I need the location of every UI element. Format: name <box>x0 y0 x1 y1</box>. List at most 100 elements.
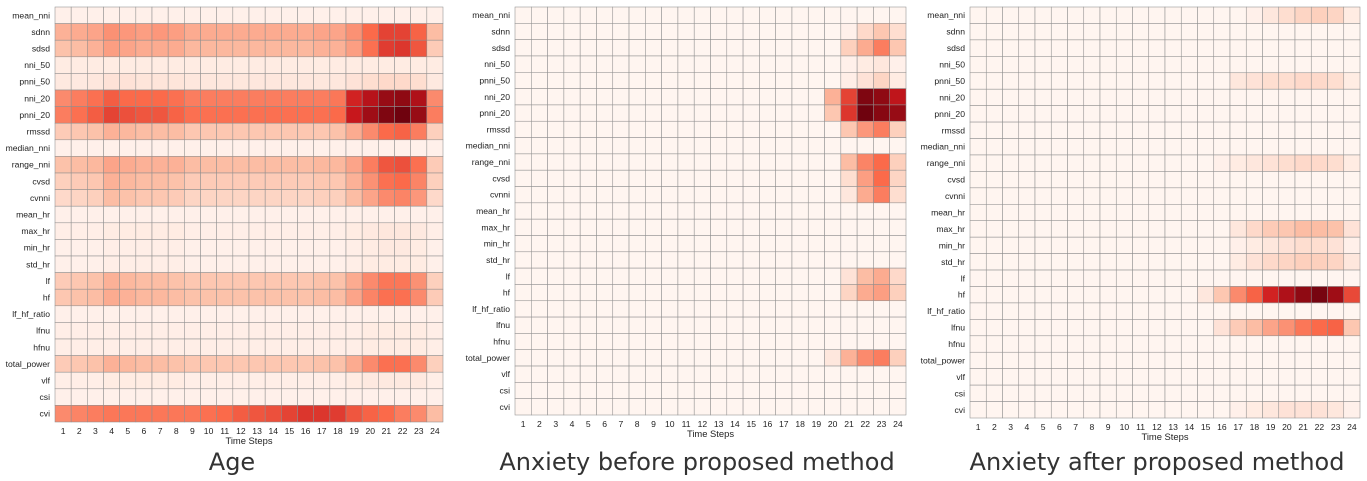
x-tick-label: 5 <box>125 426 130 436</box>
heatmap-cell-min_hr-t7 <box>612 235 630 253</box>
x-tick-label: 5 <box>1041 422 1046 432</box>
heatmap-cell-lf-t22 <box>1310 269 1328 287</box>
heatmap-cell-sdsd-t19 <box>345 39 363 58</box>
heatmap-cell-pnni_50-t8 <box>628 72 646 89</box>
heatmap-cell-range_nni-t15 <box>1197 154 1215 172</box>
heatmap-cell-cvnni-t4 <box>563 186 581 204</box>
heatmap-cell-max_hr-t10 <box>661 218 679 236</box>
heatmap-cell-lf-t19 <box>807 267 825 285</box>
heatmap-cell-csi-t23 <box>873 382 890 399</box>
heatmap-cell-total_power-t17 <box>313 355 331 373</box>
heatmap-cell-lf-t9 <box>645 267 662 285</box>
heatmap-cell-mean_hr-t18 <box>791 202 809 220</box>
heatmap-cell-vlf-t21 <box>378 371 395 390</box>
heatmap-cell-mean_nni-t22 <box>394 6 411 24</box>
heatmap-cell-sdsd-t6 <box>135 39 153 58</box>
heatmap-cell-rmssd-t1 <box>54 122 72 141</box>
heatmap-cell-rmssd-t24 <box>1343 121 1361 139</box>
x-tick-label: 12 <box>236 426 246 436</box>
heatmap-cell-range_nni-t21 <box>840 153 858 171</box>
heatmap-cell-min_hr-t7 <box>151 239 169 257</box>
heatmap-cell-nni_20-t13 <box>1164 88 1182 106</box>
heatmap-cell-lf_hf_ratio-t22 <box>856 300 874 318</box>
heatmap-cell-sdnn-t24 <box>1343 23 1361 41</box>
heatmap-cell-vlf-t3 <box>87 371 104 390</box>
heatmap-cell-hf-t13 <box>710 284 728 302</box>
heatmap-cell-cvnni-t15 <box>281 189 298 207</box>
heatmap-cell-hfnu-t16 <box>297 338 314 356</box>
heatmap-cell-pnni_20-t15 <box>742 104 760 122</box>
heatmap-cell-max_hr-t4 <box>563 218 581 236</box>
heatmap-cell-std_hr-t21 <box>840 251 858 269</box>
heatmap-cell-mean_hr-t22 <box>856 202 874 220</box>
heatmap-cell-csi-t20 <box>361 388 379 406</box>
heatmap-cell-csi-t22 <box>394 388 411 406</box>
heatmap-cell-lfnu-t4 <box>563 316 581 334</box>
y-tick-label: lfnu <box>951 323 965 333</box>
heatmap-cell-lf_hf_ratio-t4 <box>103 305 120 323</box>
heatmap-cell-median_nni-t18 <box>329 139 347 157</box>
heatmap-cell-min_hr-t11 <box>677 235 695 253</box>
heatmap-cell-max_hr-t4 <box>1018 220 1036 238</box>
heatmap-cell-std_hr-t11 <box>677 251 695 269</box>
heatmap-cell-mean_hr-t19 <box>1262 204 1280 221</box>
x-tick-label: 9 <box>190 426 195 436</box>
heatmap-cell-median_nni-t2 <box>531 137 548 155</box>
heatmap-cell-sdnn-t8 <box>1083 23 1101 41</box>
heatmap-cell-cvnni-t16 <box>759 186 776 204</box>
heatmap-cell-total_power-t12 <box>1148 351 1166 369</box>
heatmap-cell-pnni_20-t19 <box>1262 105 1280 123</box>
heatmap-cell-pnni_20-t17 <box>1229 105 1247 123</box>
heatmap-cell-lf_hf_ratio-t19 <box>807 300 825 318</box>
heatmap-cell-cvnni-t23 <box>1327 187 1345 205</box>
heatmap-cell-max_hr-t11 <box>216 222 234 240</box>
heatmap-cell-cvnni-t22 <box>1310 187 1328 205</box>
heatmap-cell-sdnn-t5 <box>579 23 597 40</box>
heatmap-cell-std_hr-t22 <box>856 251 874 269</box>
heatmap-cell-median_nni-t16 <box>297 139 314 157</box>
y-tick-label: mean_nni <box>472 10 510 20</box>
heatmap-cell-nni_50-t15 <box>281 56 298 74</box>
heatmap-cell-vlf-t1 <box>969 368 987 386</box>
heatmap-cell-pnni_20-t18 <box>329 106 347 124</box>
heatmap-cell-mean_hr-t14 <box>264 205 282 224</box>
heatmap-cell-cvsd-t24 <box>1343 171 1361 189</box>
heatmap-cell-hf-t2 <box>70 288 88 307</box>
heatmap-cell-cvsd-t17 <box>1229 171 1247 189</box>
heatmap-cell-max_hr-t6 <box>135 222 153 240</box>
heatmap-cell-std_hr-t12 <box>1148 253 1166 271</box>
heatmap-cell-vlf-t13 <box>710 365 728 383</box>
heatmap-cell-hf-t12 <box>693 284 711 302</box>
heatmap-cell-nni_20-t24 <box>889 88 907 106</box>
y-tick-label: nni_20 <box>939 92 965 102</box>
heatmap-cell-cvi-t19 <box>345 405 363 423</box>
heatmap-cell-total_power-t16 <box>1213 351 1231 369</box>
heatmap-cell-mean_hr-t16 <box>297 205 314 224</box>
heatmap-cell-range_nni-t13 <box>1164 154 1182 172</box>
heatmap-cell-hfnu-t21 <box>1294 335 1312 353</box>
heatmap-cell-std_hr-t23 <box>1327 253 1345 271</box>
heatmap-cell-vlf-t13 <box>1164 368 1182 386</box>
heatmap-cell-hfnu-t18 <box>1245 335 1263 353</box>
heatmap-cell-mean_nni-t9 <box>1099 6 1117 24</box>
heatmap-cell-mean_nni-t18 <box>791 6 809 24</box>
heatmap-cell-mean_nni-t3 <box>87 6 104 24</box>
heatmap-cell-hf-t10 <box>661 284 679 302</box>
heatmap-cell-sdnn-t6 <box>1050 23 1068 41</box>
heatmap-cell-nni_50-t4 <box>1018 56 1036 74</box>
x-tick-label: 10 <box>665 419 675 429</box>
heatmap-cell-range_nni-t1 <box>54 156 72 174</box>
heatmap-cell-median_nni-t5 <box>579 137 597 155</box>
heatmap-cell-std_hr-t19 <box>807 251 825 269</box>
heatmap-cell-nni_20-t12 <box>1148 88 1166 106</box>
heatmap-cell-nni_50-t12 <box>1148 56 1166 74</box>
heatmap-cell-lf-t14 <box>726 267 744 285</box>
heatmap-cell-pnni_20-t17 <box>313 106 331 124</box>
heatmap-cell-min_hr-t18 <box>1245 236 1263 254</box>
heatmap-cell-median_nni-t7 <box>151 139 169 157</box>
heatmap-cell-std_hr-t5 <box>579 251 597 269</box>
heatmap-cell-std_hr-t7 <box>1067 253 1085 271</box>
heatmap-cell-lfnu-t6 <box>1050 319 1068 337</box>
heatmap-cell-mean_hr-t14 <box>1180 204 1198 221</box>
heatmap-cell-std_hr-t23 <box>873 251 890 269</box>
